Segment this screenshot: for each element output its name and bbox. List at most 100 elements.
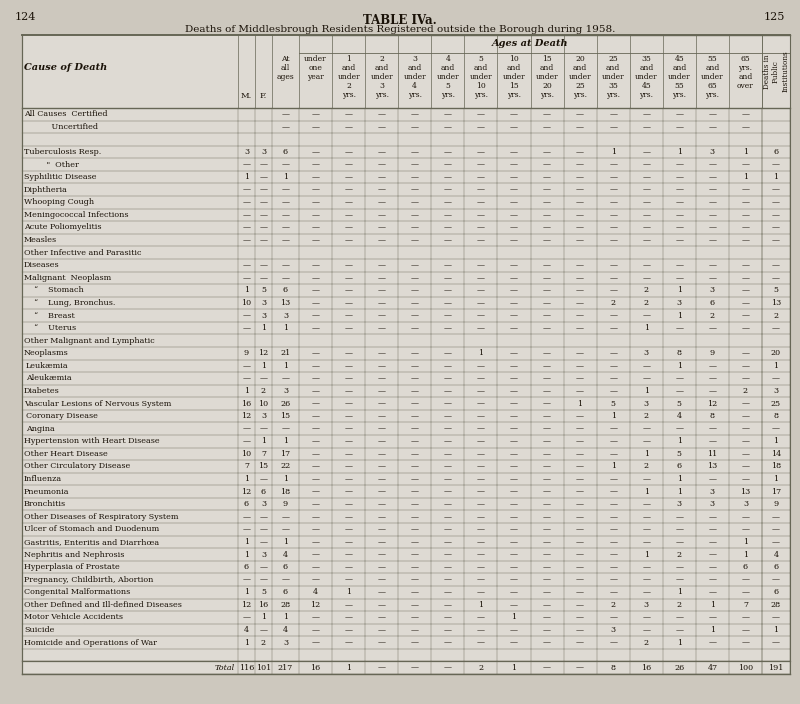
Text: —: — — [742, 362, 750, 370]
Text: Diseases: Diseases — [24, 261, 60, 269]
Text: Deaths in
Public
Institutions: Deaths in Public Institutions — [763, 51, 789, 92]
Text: —: — — [642, 525, 650, 534]
Text: —: — — [772, 236, 780, 244]
Text: 10
and
under
15
yrs.: 10 and under 15 yrs. — [502, 55, 526, 99]
Text: Aleukæmia: Aleukæmia — [26, 375, 72, 382]
Text: 12: 12 — [242, 412, 252, 420]
Text: —: — — [311, 299, 319, 307]
Text: 2
and
under
3
yrs.: 2 and under 3 yrs. — [370, 55, 393, 99]
Text: Other Circulatory Disease: Other Circulatory Disease — [24, 463, 130, 470]
Text: —: — — [444, 601, 452, 609]
Text: —: — — [444, 538, 452, 546]
Text: —: — — [742, 123, 750, 131]
Text: —: — — [410, 525, 418, 534]
Text: —: — — [345, 362, 353, 370]
Text: —: — — [242, 375, 250, 382]
Text: 2: 2 — [644, 463, 649, 470]
Text: 5: 5 — [610, 400, 616, 408]
Text: —: — — [444, 261, 452, 269]
Text: —: — — [576, 475, 584, 483]
Text: Hyperplasia of Prostate: Hyperplasia of Prostate — [24, 563, 120, 571]
Text: 1: 1 — [610, 412, 616, 420]
Text: 3: 3 — [261, 412, 266, 420]
Text: —: — — [311, 525, 319, 534]
Text: —: — — [742, 613, 750, 622]
Text: —: — — [576, 261, 584, 269]
Text: —: — — [543, 463, 551, 470]
Text: —: — — [259, 236, 267, 244]
Text: —: — — [742, 626, 750, 634]
Text: 1: 1 — [610, 148, 616, 156]
Text: —: — — [576, 362, 584, 370]
Text: —: — — [378, 412, 386, 420]
Text: —: — — [311, 123, 319, 131]
Text: 2: 2 — [677, 551, 682, 558]
Text: —: — — [609, 362, 617, 370]
Text: —: — — [609, 538, 617, 546]
Text: —: — — [410, 274, 418, 282]
Text: —: — — [345, 463, 353, 470]
Text: Homicide and Operations of War: Homicide and Operations of War — [24, 639, 157, 646]
Text: —: — — [510, 400, 518, 408]
Text: —: — — [345, 576, 353, 584]
Text: —: — — [378, 312, 386, 320]
Text: —: — — [410, 563, 418, 571]
Text: —: — — [543, 324, 551, 332]
Text: Other Infective and Parasitic: Other Infective and Parasitic — [24, 249, 142, 257]
Text: 1: 1 — [511, 613, 517, 622]
Text: —: — — [576, 199, 584, 206]
Text: —: — — [543, 375, 551, 382]
Text: —: — — [510, 437, 518, 446]
Text: 13: 13 — [707, 463, 718, 470]
Text: —: — — [477, 576, 485, 584]
Text: —: — — [708, 513, 716, 521]
Text: —: — — [543, 299, 551, 307]
Text: —: — — [576, 223, 584, 232]
Text: —: — — [576, 173, 584, 181]
Text: 5: 5 — [774, 287, 778, 294]
Text: 124: 124 — [15, 12, 36, 22]
Text: —: — — [510, 551, 518, 558]
Text: —: — — [477, 324, 485, 332]
Text: 2: 2 — [644, 639, 649, 646]
Text: —: — — [510, 450, 518, 458]
Text: —: — — [708, 211, 716, 219]
Text: —: — — [642, 538, 650, 546]
Text: 1: 1 — [346, 664, 351, 672]
Text: —: — — [543, 400, 551, 408]
Text: Bronchitis: Bronchitis — [24, 501, 66, 508]
Text: —: — — [576, 274, 584, 282]
Text: —: — — [708, 375, 716, 382]
Text: 2: 2 — [644, 412, 649, 420]
Text: —: — — [543, 261, 551, 269]
Text: —: — — [576, 349, 584, 357]
Text: 1: 1 — [743, 538, 748, 546]
Text: 1: 1 — [283, 437, 288, 446]
Text: —: — — [576, 501, 584, 508]
Text: —: — — [576, 513, 584, 521]
Text: —: — — [609, 236, 617, 244]
Text: 1: 1 — [644, 551, 649, 558]
Text: —: — — [576, 437, 584, 446]
Text: —: — — [378, 475, 386, 483]
Text: 1: 1 — [261, 437, 266, 446]
Text: —: — — [543, 236, 551, 244]
Text: —: — — [510, 349, 518, 357]
Text: —: — — [242, 525, 250, 534]
Text: 3: 3 — [644, 601, 649, 609]
Text: —: — — [378, 375, 386, 382]
Text: —: — — [477, 475, 485, 483]
Text: Ulcer of Stomach and Duodenum: Ulcer of Stomach and Duodenum — [24, 525, 159, 534]
Text: —: — — [259, 261, 267, 269]
Text: —: — — [477, 589, 485, 596]
Text: 9: 9 — [774, 501, 778, 508]
Text: Congenital Malformations: Congenital Malformations — [24, 589, 130, 596]
Text: —: — — [543, 501, 551, 508]
Text: —: — — [772, 425, 780, 433]
Text: —: — — [510, 412, 518, 420]
Text: —: — — [345, 186, 353, 194]
Text: —: — — [576, 551, 584, 558]
Text: —: — — [477, 513, 485, 521]
Text: —: — — [576, 639, 584, 646]
Text: —: — — [410, 589, 418, 596]
